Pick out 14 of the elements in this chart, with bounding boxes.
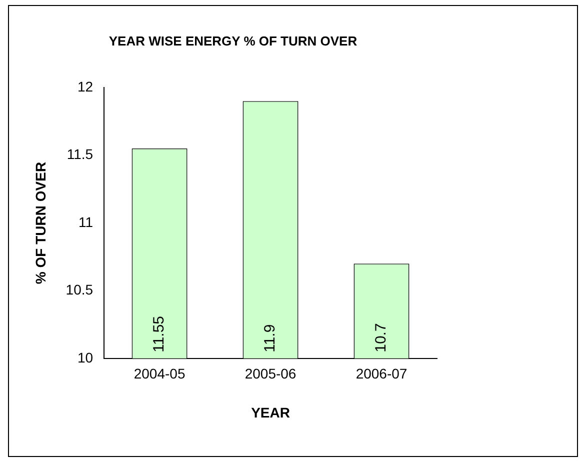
x-tick-label: 2004-05 bbox=[134, 366, 186, 382]
x-axis-title: YEAR bbox=[251, 404, 290, 420]
chart-title: YEAR WISE ENERGY % OF TURN OVER bbox=[108, 33, 358, 48]
y-tick-label: 10 bbox=[77, 349, 94, 366]
y-axis-title: % OF TURN OVER bbox=[32, 162, 48, 284]
data-label: 10.7 bbox=[372, 323, 390, 352]
y-tick-label: 10.5 bbox=[66, 282, 94, 298]
data-label: 11.55 bbox=[150, 316, 168, 352]
x-tick-label: 2006-07 bbox=[356, 366, 408, 382]
data-label: 11.9 bbox=[262, 324, 279, 352]
y-tick-label: 12 bbox=[77, 78, 94, 94]
y-tick-label: 11.5 bbox=[66, 146, 94, 162]
x-tick-label: 2005-06 bbox=[244, 366, 296, 382]
y-tick-label: 11 bbox=[78, 214, 94, 230]
